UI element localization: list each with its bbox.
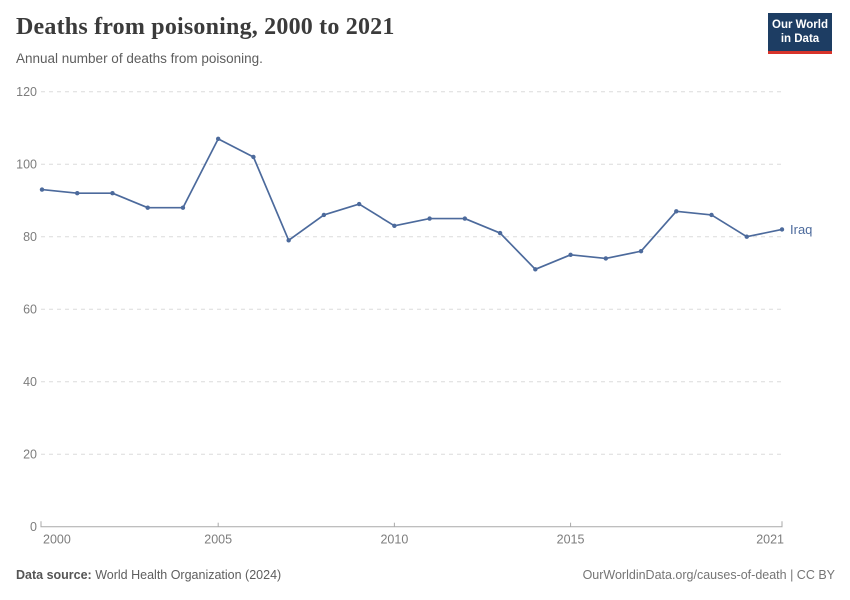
data-point-iraq-2007[interactable] [286, 238, 291, 243]
series-line-iraq[interactable] [41, 137, 783, 271]
data-point-iraq-2018[interactable] [674, 209, 679, 214]
data-point-iraq-2000[interactable] [39, 187, 45, 192]
data-point-iraq-2011[interactable] [427, 216, 432, 221]
data-point-iraq-2020[interactable] [744, 234, 749, 239]
data-point-iraq-2004[interactable] [180, 205, 186, 210]
data-point-iraq-2012[interactable] [462, 216, 468, 221]
data-point-iraq-2021[interactable] [779, 227, 785, 232]
y-tick-label-120: 120 [16, 85, 37, 99]
data-point-iraq-2015[interactable] [568, 252, 573, 258]
x-tick-label-2021: 2021 [756, 533, 784, 547]
x-tick-label-2005: 2005 [204, 533, 232, 547]
data-point-iraq-2005[interactable] [215, 136, 221, 142]
y-tick-label-60: 60 [23, 303, 37, 317]
data-point-iraq-2016[interactable] [603, 256, 609, 261]
data-point-iraq-2003[interactable] [145, 205, 150, 210]
x-tick-label-2015: 2015 [557, 533, 585, 547]
y-tick-label-20: 20 [23, 448, 37, 462]
y-tick-label-80: 80 [23, 230, 37, 244]
credit-link[interactable]: OurWorldinData.org/causes-of-death | CC … [582, 568, 835, 582]
data-point-iraq-2014[interactable] [533, 267, 538, 272]
data-point-iraq-2010[interactable] [392, 223, 397, 229]
data-point-iraq-2002[interactable] [110, 191, 115, 196]
data-point-iraq-2009[interactable] [356, 201, 362, 207]
data-point-iraq-2013[interactable] [497, 230, 503, 236]
series-label-iraq[interactable]: Iraq [790, 222, 812, 237]
data-point-iraq-2001[interactable] [75, 191, 80, 196]
owid-logo-line1: Our World [772, 19, 829, 31]
y-tick-label-0: 0 [30, 520, 37, 534]
chart-title: Deaths from poisoning, 2000 to 2021 [16, 14, 395, 40]
chart-footer: Data source: World Health Organization (… [16, 568, 835, 582]
data-point-iraq-2017[interactable] [638, 249, 644, 254]
owid-logo-line2: in Data [780, 33, 820, 46]
x-tick-label-2000: 2000 [43, 533, 71, 547]
chart-subtitle: Annual number of deaths from poisoning. [16, 51, 263, 66]
data-source-value: World Health Organization (2024) [95, 568, 282, 582]
owid-logo[interactable]: Our World in Data [768, 13, 832, 54]
x-tick-label-2010: 2010 [380, 533, 408, 547]
data-point-iraq-2019[interactable] [709, 212, 714, 218]
data-point-iraq-2006[interactable] [251, 154, 256, 160]
x-axis [40, 521, 783, 528]
data-point-iraq-2008[interactable] [321, 212, 327, 218]
data-source: Data source: World Health Organization (… [16, 568, 281, 582]
data-source-label: Data source: [16, 568, 92, 582]
y-tick-label-100: 100 [16, 158, 37, 172]
y-tick-label-40: 40 [23, 375, 37, 389]
